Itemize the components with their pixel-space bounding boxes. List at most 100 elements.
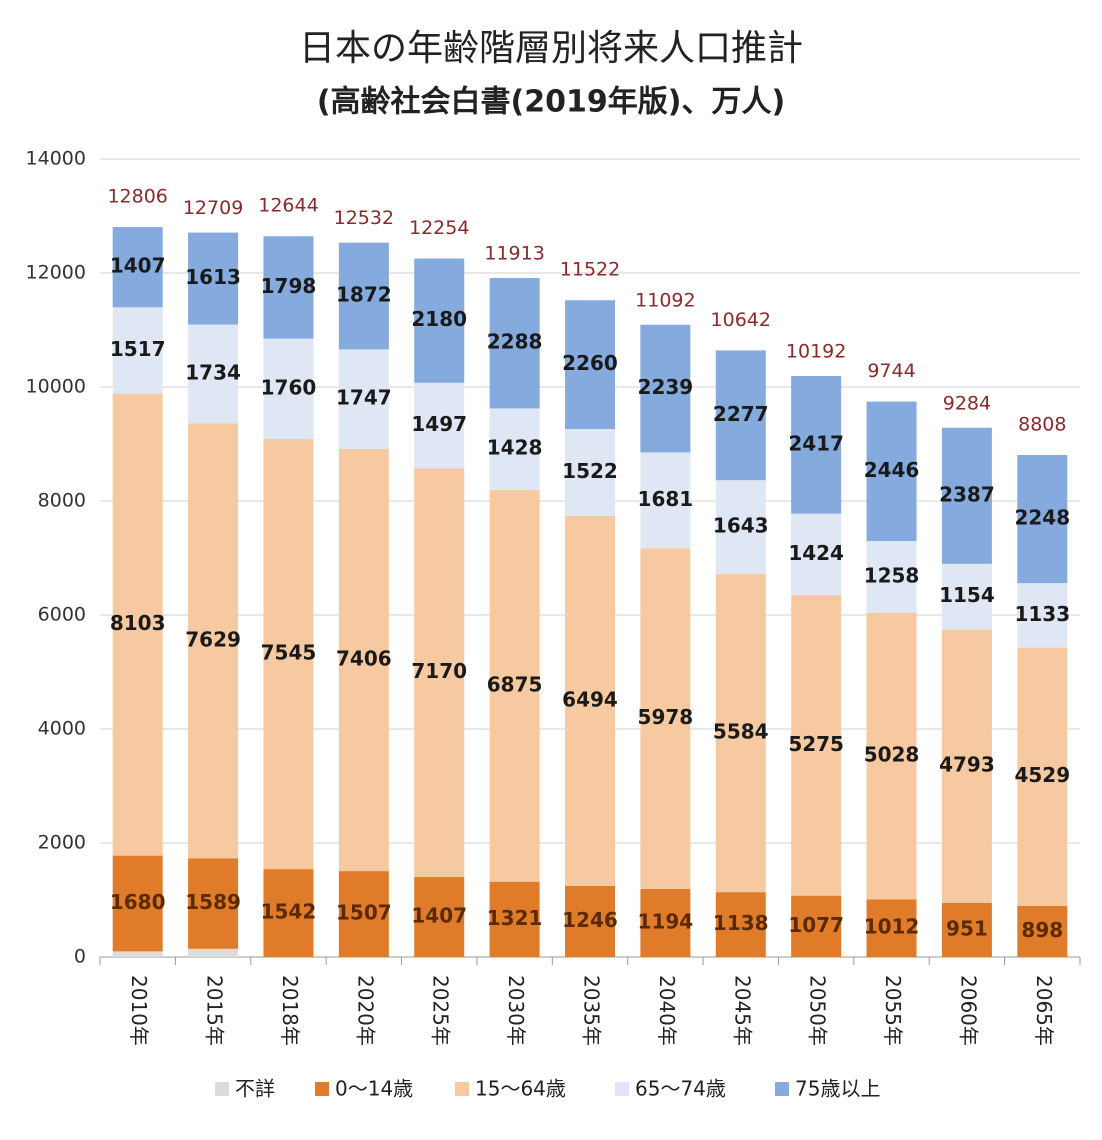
value-label: 1407 — [110, 254, 166, 278]
total-label: 11522 — [560, 259, 620, 281]
bar-segment — [791, 375, 842, 514]
value-label: 1428 — [487, 436, 543, 460]
value-label: 1760 — [261, 375, 317, 399]
y-tick-label: 4000 — [38, 718, 86, 740]
total-label: 12644 — [258, 195, 318, 217]
legend-label: 65～74歳 — [635, 1077, 726, 1101]
bar-segment — [715, 480, 766, 574]
bar-segment — [791, 594, 842, 896]
total-label: 10192 — [786, 340, 846, 362]
value-label: 1517 — [110, 337, 166, 361]
value-label: 2260 — [562, 351, 618, 375]
value-label: 2446 — [864, 458, 920, 482]
value-label: 898 — [1021, 918, 1063, 942]
bar-segment — [941, 563, 992, 630]
x-tick-label: 2010年 — [127, 975, 151, 1046]
bar-segment — [338, 871, 389, 957]
legend-label: 0～14歳 — [335, 1077, 413, 1101]
y-tick-label: 0 — [74, 946, 86, 968]
value-label: 7629 — [185, 627, 241, 651]
bar-segment — [414, 382, 465, 469]
total-label: 12254 — [409, 217, 469, 239]
bar-segment — [640, 452, 691, 549]
x-tick-label: 2050年 — [806, 975, 830, 1046]
x-tick-label: 2020年 — [353, 975, 377, 1046]
bar-segment — [263, 338, 314, 440]
bar-segment — [565, 429, 615, 516]
total-label: 8808 — [1018, 413, 1066, 435]
bar-segment — [188, 232, 239, 325]
value-label: 5028 — [864, 743, 920, 767]
value-label: 951 — [946, 916, 988, 940]
x-tick-label: 2030年 — [504, 975, 528, 1046]
bar-segment — [565, 515, 615, 886]
bar-segment — [791, 895, 842, 957]
bar-segment — [414, 258, 465, 383]
total-label: 12709 — [183, 197, 243, 219]
value-label: 1012 — [864, 915, 920, 939]
bar-segment — [414, 876, 465, 957]
x-tick-label: 2015年 — [203, 975, 227, 1046]
value-label: 1522 — [562, 459, 618, 483]
bar-segment — [791, 513, 842, 595]
value-label: 5584 — [713, 719, 769, 743]
x-tick-label: 2025年 — [429, 975, 453, 1046]
value-label: 4793 — [939, 753, 995, 777]
total-label: 12532 — [334, 207, 394, 229]
y-tick-label: 6000 — [38, 604, 86, 626]
value-label: 2180 — [411, 307, 467, 331]
value-label: 1734 — [185, 360, 241, 384]
bar-segment — [263, 236, 314, 339]
bar-segment — [338, 349, 389, 449]
value-label: 1424 — [788, 541, 844, 565]
bar-segment — [1017, 647, 1068, 906]
bar-segment — [414, 468, 465, 877]
value-label: 1680 — [110, 890, 166, 914]
value-label: 2239 — [638, 375, 694, 399]
bar-segment — [715, 573, 766, 893]
bar-segment — [112, 307, 163, 394]
bar-segment — [188, 858, 239, 949]
bar-segment — [338, 448, 389, 872]
value-label: 2288 — [487, 330, 543, 354]
value-label: 4529 — [1014, 763, 1070, 787]
value-label: 1497 — [411, 412, 467, 436]
value-label: 1798 — [261, 274, 317, 298]
legend-swatch — [315, 1082, 329, 1096]
x-tick-label: 2018年 — [278, 975, 302, 1046]
bar-segment — [338, 242, 389, 350]
bar-segment — [188, 324, 239, 424]
value-label: 6494 — [562, 687, 618, 711]
total-label: 9284 — [943, 392, 991, 414]
value-label: 1507 — [336, 901, 392, 925]
bar-segment — [565, 300, 615, 430]
value-label: 1258 — [864, 563, 920, 587]
legend-label: 不詳 — [235, 1077, 275, 1101]
total-label: 11092 — [635, 289, 695, 311]
bar-segment — [866, 401, 917, 542]
legend-swatch — [615, 1082, 629, 1096]
bar-segment — [640, 324, 691, 453]
value-label: 2417 — [788, 431, 844, 455]
bar-segment — [866, 612, 917, 900]
chart-subtitle: (高齢社会白書(2019年版)、万人) — [317, 85, 785, 120]
value-label: 1133 — [1014, 602, 1070, 626]
legend-swatch — [775, 1082, 789, 1096]
value-label: 7406 — [336, 647, 392, 671]
value-label: 2277 — [713, 402, 769, 426]
value-label: 2387 — [939, 482, 995, 506]
bar-segment — [1017, 454, 1068, 584]
bar-segment — [489, 489, 540, 882]
value-label: 1747 — [336, 386, 392, 410]
bar-segment — [1017, 583, 1068, 648]
bar-segment — [112, 951, 163, 957]
bar-segment — [112, 393, 163, 856]
bar-segment — [941, 902, 992, 957]
bar-segment — [941, 427, 992, 564]
value-label: 1194 — [638, 909, 694, 933]
value-label: 5978 — [638, 705, 694, 729]
legend-label: 15～64歳 — [475, 1077, 566, 1101]
value-label: 1681 — [638, 487, 694, 511]
bar-segment — [640, 548, 691, 889]
